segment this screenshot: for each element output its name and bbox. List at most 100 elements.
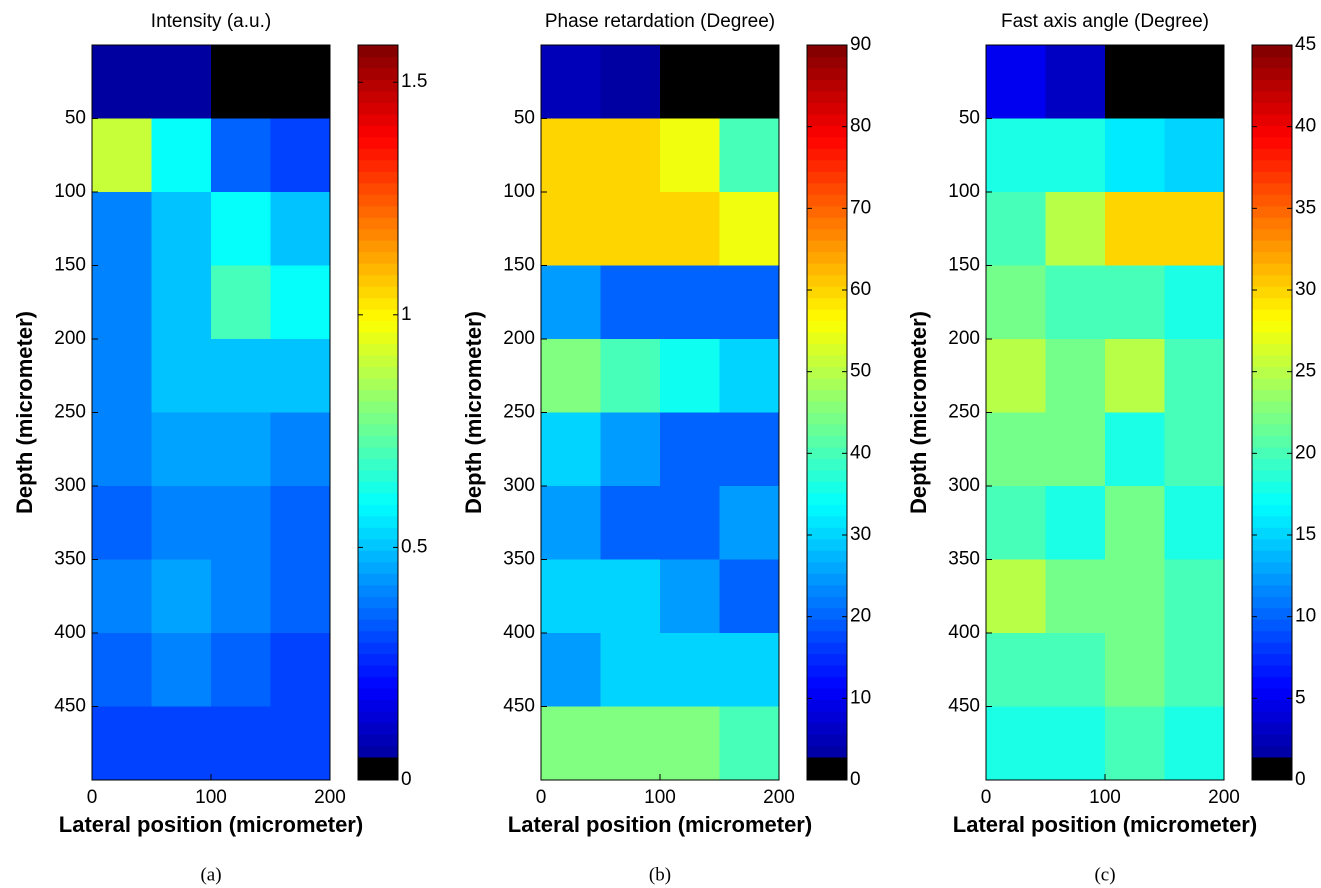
heatmap-cell xyxy=(1045,706,1106,781)
y-tick-label: 50 xyxy=(959,108,980,129)
colorbar-swatch xyxy=(1252,688,1292,701)
y-tick-label: 250 xyxy=(503,402,535,423)
colorbar-swatch xyxy=(358,366,398,379)
heatmap-cell xyxy=(541,265,601,340)
colorbar-swatch xyxy=(1252,67,1292,80)
colorbar-swatch xyxy=(1252,113,1292,126)
colorbar-tick-label: 15 xyxy=(1295,524,1316,545)
heatmap-cell xyxy=(151,633,212,707)
colorbar-swatch xyxy=(358,378,398,391)
colorbar-tick-label: 35 xyxy=(1295,197,1316,218)
heatmap-cell xyxy=(719,412,780,487)
colorbar-swatch xyxy=(1252,676,1292,689)
heatmap-cell xyxy=(660,486,720,560)
colorbar-swatch xyxy=(1252,263,1292,276)
colorbar-swatch xyxy=(807,596,847,609)
heatmap-cell xyxy=(92,45,152,119)
colorbar-tick-label: 70 xyxy=(850,197,871,218)
heatmap-cell xyxy=(1164,559,1225,634)
colorbar-swatch xyxy=(358,711,398,724)
colorbar-swatch xyxy=(807,768,847,781)
heatmap-cell xyxy=(986,118,1046,193)
colorbar-swatch xyxy=(807,228,847,241)
heatmap-cell xyxy=(1105,706,1165,781)
colorbar-swatch xyxy=(807,251,847,264)
colorbar-swatch xyxy=(1252,355,1292,368)
colorbar-swatch xyxy=(1252,148,1292,161)
colorbar-swatch xyxy=(358,274,398,287)
colorbar-swatch xyxy=(807,401,847,413)
heatmap-cell xyxy=(600,265,661,340)
heatmap-cell xyxy=(270,192,331,266)
heatmap-cell xyxy=(719,339,780,413)
heatmap-cell xyxy=(92,706,152,781)
colorbar-tick-label: 20 xyxy=(850,606,871,627)
colorbar-swatch xyxy=(807,561,847,574)
plot-title: Intensity (a.u.) xyxy=(151,11,271,32)
heatmap-cell xyxy=(660,265,720,340)
y-axis-label: Depth (micrometer) xyxy=(12,311,37,514)
colorbar-swatch xyxy=(807,171,847,184)
colorbar-tick-label: 5 xyxy=(1295,687,1306,708)
colorbar-swatch xyxy=(807,102,847,115)
heatmap-cell xyxy=(719,706,780,781)
heatmap-cell xyxy=(1105,412,1165,487)
colorbar-swatch xyxy=(358,527,398,540)
heatmap-cell xyxy=(1105,45,1165,119)
heatmap-cell xyxy=(270,265,331,340)
y-tick-label: 400 xyxy=(503,622,535,643)
heatmap-cell xyxy=(600,45,661,119)
heatmap-cell xyxy=(600,118,661,193)
colorbar-swatch xyxy=(807,676,847,689)
heatmap-cell xyxy=(1045,633,1106,707)
colorbar-swatch xyxy=(1252,343,1292,356)
colorbar-swatch xyxy=(358,538,398,551)
heatmap-cell xyxy=(1164,706,1225,781)
colorbar-tick-label: 45 xyxy=(1295,34,1316,55)
heatmap-cell xyxy=(541,706,601,781)
colorbar-swatch xyxy=(358,504,398,517)
colorbar-swatch xyxy=(807,550,847,563)
colorbar-swatch xyxy=(1252,136,1292,149)
colorbar-swatch xyxy=(1252,527,1292,540)
colorbar-tick-label: 10 xyxy=(850,687,871,708)
colorbar-swatch xyxy=(807,217,847,230)
colorbar-frame xyxy=(1251,44,1293,781)
heatmap-cell xyxy=(270,633,331,707)
heatmap-cell xyxy=(986,265,1046,340)
colorbar-swatch xyxy=(807,378,847,391)
colorbar-swatch xyxy=(1252,228,1292,241)
colorbar-swatch xyxy=(358,722,398,735)
colorbar-swatch xyxy=(358,745,398,758)
heatmap-cell xyxy=(660,118,720,193)
heatmap-cell xyxy=(1164,339,1225,413)
colorbar-swatch xyxy=(358,309,398,322)
colorbar-swatch xyxy=(1252,665,1292,678)
heatmap-cell xyxy=(986,559,1046,634)
heatmap-cell xyxy=(1105,633,1165,707)
colorbar-swatch xyxy=(807,492,847,505)
y-tick-label: 300 xyxy=(948,475,980,496)
heatmap-cell xyxy=(541,486,601,560)
heatmap-cell xyxy=(92,339,152,413)
colorbar-swatch xyxy=(1252,286,1292,299)
colorbar-swatch xyxy=(807,642,847,655)
colorbar-swatch xyxy=(358,228,398,241)
colorbar-swatch xyxy=(807,423,847,436)
colorbar-swatch xyxy=(358,194,398,207)
colorbar-frame xyxy=(357,44,399,781)
colorbar-swatch xyxy=(807,286,847,299)
heatmap-cell xyxy=(151,486,212,560)
heatmap-cell xyxy=(1164,412,1225,487)
heatmap-cell xyxy=(541,559,601,634)
colorbar-swatch xyxy=(807,688,847,701)
colorbar-swatch xyxy=(358,642,398,655)
y-tick-label: 200 xyxy=(948,328,980,349)
colorbar-swatch xyxy=(1252,125,1292,138)
colorbar-swatch xyxy=(807,665,847,678)
x-tick-label: 200 xyxy=(1208,787,1240,808)
heatmap-cell xyxy=(1105,559,1165,634)
colorbar-swatch xyxy=(358,515,398,528)
colorbar-swatch xyxy=(1252,504,1292,517)
colorbar-swatch xyxy=(358,320,398,333)
